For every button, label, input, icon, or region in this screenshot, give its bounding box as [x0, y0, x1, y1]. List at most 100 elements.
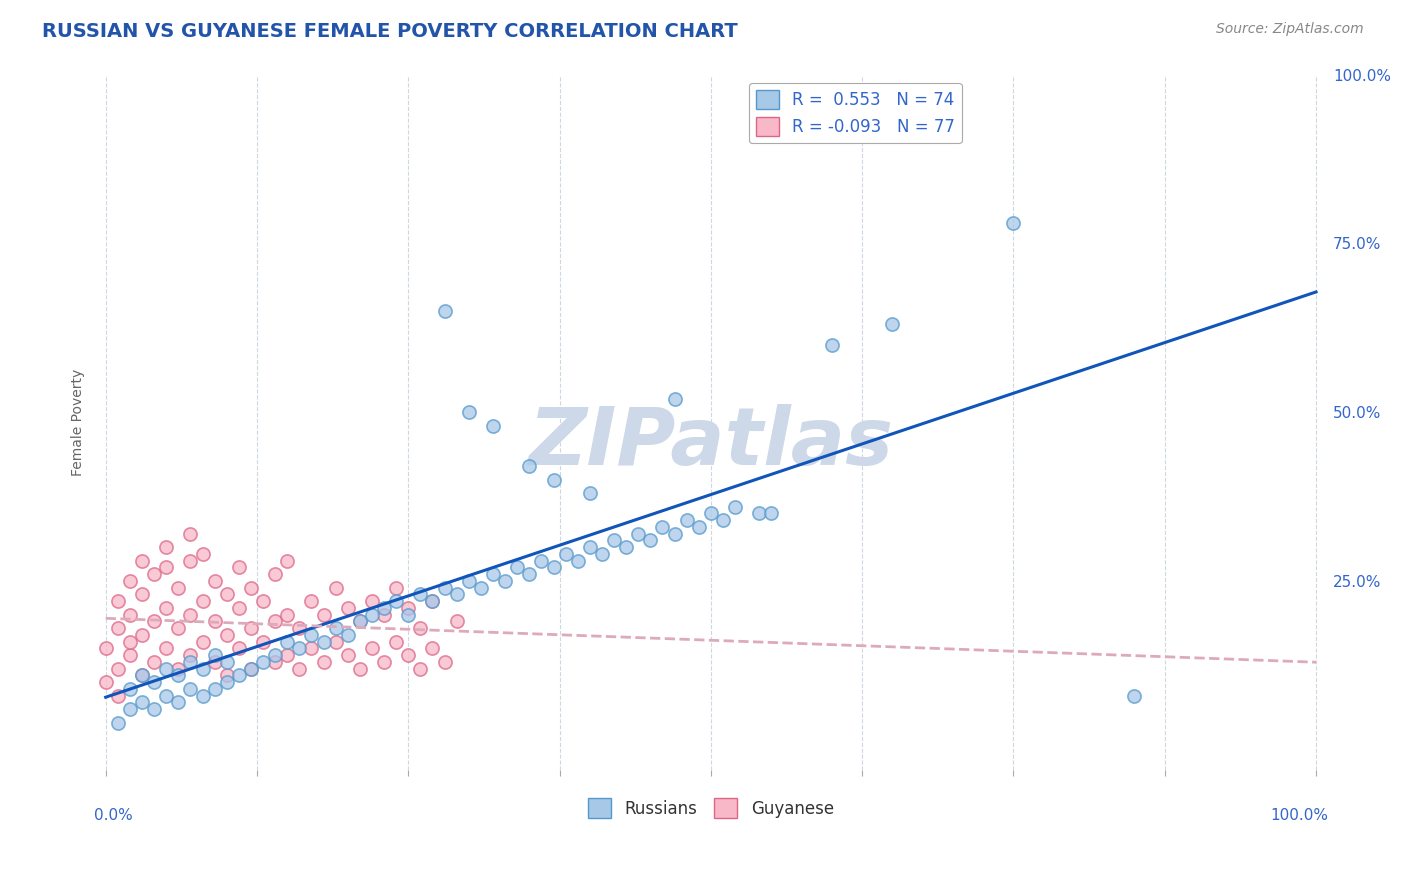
Point — [336, 601, 359, 615]
Point — [373, 607, 395, 622]
Point — [470, 581, 492, 595]
Point — [373, 601, 395, 615]
Point — [143, 655, 166, 669]
Point — [228, 601, 250, 615]
Point — [167, 662, 190, 676]
Point — [349, 615, 371, 629]
Point — [567, 554, 589, 568]
Point — [204, 681, 226, 696]
Point — [107, 662, 129, 676]
Point — [191, 547, 214, 561]
Point — [409, 621, 432, 635]
Point — [591, 547, 613, 561]
Point — [688, 520, 710, 534]
Point — [131, 554, 153, 568]
Point — [264, 655, 287, 669]
Point — [167, 621, 190, 635]
Point — [179, 648, 201, 663]
Point — [228, 641, 250, 656]
Point — [336, 648, 359, 663]
Point — [396, 601, 419, 615]
Point — [312, 655, 335, 669]
Point — [264, 615, 287, 629]
Text: 0.0%: 0.0% — [94, 808, 132, 823]
Point — [724, 500, 747, 514]
Point — [191, 662, 214, 676]
Point — [191, 689, 214, 703]
Point — [433, 655, 456, 669]
Point — [711, 513, 734, 527]
Point — [409, 662, 432, 676]
Point — [288, 621, 311, 635]
Point — [882, 318, 904, 332]
Point — [640, 533, 662, 548]
Point — [276, 607, 298, 622]
Point — [204, 648, 226, 663]
Point — [276, 554, 298, 568]
Point — [517, 459, 540, 474]
Point — [409, 587, 432, 601]
Point — [312, 607, 335, 622]
Point — [131, 628, 153, 642]
Point — [614, 540, 637, 554]
Point — [361, 607, 384, 622]
Point — [167, 668, 190, 682]
Point — [107, 689, 129, 703]
Point — [215, 628, 238, 642]
Point — [761, 507, 783, 521]
Point — [239, 581, 262, 595]
Point — [155, 601, 177, 615]
Point — [143, 702, 166, 716]
Point — [325, 621, 347, 635]
Point — [385, 634, 408, 648]
Point — [239, 621, 262, 635]
Point — [264, 648, 287, 663]
Point — [228, 560, 250, 574]
Point — [191, 634, 214, 648]
Point — [482, 567, 505, 582]
Point — [675, 513, 697, 527]
Point — [579, 540, 602, 554]
Point — [118, 607, 141, 622]
Point — [131, 668, 153, 682]
Point — [288, 641, 311, 656]
Point — [155, 641, 177, 656]
Legend: Russians, Guyanese: Russians, Guyanese — [581, 792, 841, 824]
Point — [664, 526, 686, 541]
Point — [385, 581, 408, 595]
Point — [396, 607, 419, 622]
Point — [422, 594, 444, 608]
Point — [349, 615, 371, 629]
Point — [482, 418, 505, 433]
Text: ZIPatlas: ZIPatlas — [529, 404, 893, 482]
Point — [543, 560, 565, 574]
Point — [385, 594, 408, 608]
Point — [264, 567, 287, 582]
Point — [396, 648, 419, 663]
Point — [179, 526, 201, 541]
Point — [530, 554, 553, 568]
Point — [276, 634, 298, 648]
Point — [664, 392, 686, 406]
Point — [179, 554, 201, 568]
Point — [118, 574, 141, 588]
Point — [748, 507, 770, 521]
Text: Source: ZipAtlas.com: Source: ZipAtlas.com — [1216, 22, 1364, 37]
Point — [107, 621, 129, 635]
Point — [131, 696, 153, 710]
Point — [215, 655, 238, 669]
Point — [167, 581, 190, 595]
Point — [494, 574, 516, 588]
Point — [131, 587, 153, 601]
Point — [336, 628, 359, 642]
Point — [252, 594, 274, 608]
Point — [204, 574, 226, 588]
Point — [118, 648, 141, 663]
Point — [239, 662, 262, 676]
Point — [215, 675, 238, 690]
Point — [373, 655, 395, 669]
Point — [446, 587, 468, 601]
Point — [228, 668, 250, 682]
Point — [94, 675, 117, 690]
Point — [215, 587, 238, 601]
